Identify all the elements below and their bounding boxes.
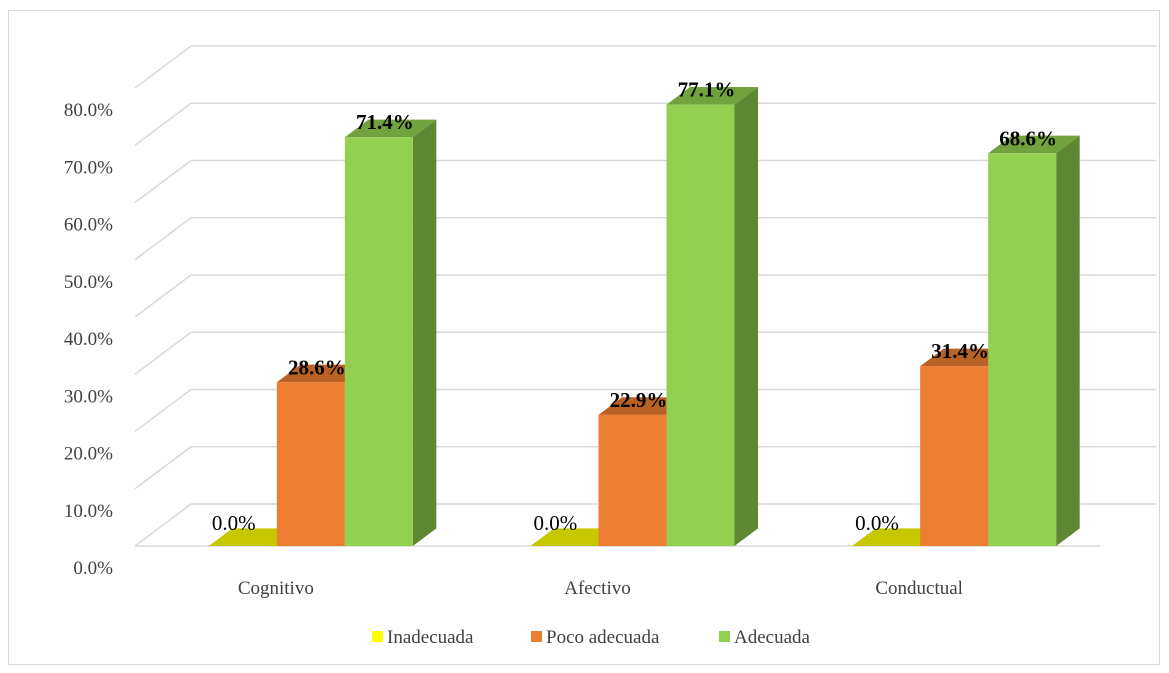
data-label: 0.0% [534, 511, 578, 535]
legend: Inadecuada Poco adecuada Adecuada [372, 627, 811, 648]
gridline-side [134, 159, 192, 204]
y-tick-label: 40.0% [64, 329, 113, 350]
x-category-label: Afectivo [564, 578, 630, 599]
legend-label: Poco adecuada [546, 627, 660, 648]
bars: 0.0% 28.6% 71.4% 0.0% 22.9% 77.1% 0.0% 31.4% 68.… [208, 78, 1080, 547]
bar-front [598, 414, 667, 546]
bar-front [276, 382, 345, 546]
bar-adecuada-conductual: 68.6% [988, 126, 1080, 546]
bar-front [988, 153, 1057, 546]
y-tick-label: 10.0% [64, 501, 113, 522]
bar-adecuada-cognitivo: 71.4% [344, 110, 437, 547]
gridline-side [134, 388, 192, 433]
data-label: 22.9% [610, 388, 668, 412]
y-tick-label: 30.0% [64, 386, 113, 407]
data-label: 71.4% [356, 110, 414, 134]
y-tick-label: 60.0% [64, 215, 113, 236]
legend-swatch [372, 631, 383, 642]
data-label: 31.4% [931, 339, 989, 363]
gridline-side [134, 217, 192, 261]
x-category-label: Conductual [875, 578, 963, 599]
data-label: 77.1% [678, 78, 736, 102]
data-label: 68.6% [999, 126, 1057, 150]
bar-side [734, 86, 759, 547]
data-label: 28.6% [288, 355, 346, 379]
gridline-side [134, 102, 192, 146]
y-axis-ticks: 0.0% 10.0% 20.0% 30.0% 40.0% 50.0% 60.0% 70.0% 8… [64, 100, 113, 579]
bar-front [344, 137, 413, 547]
gridline-side [134, 446, 192, 490]
gridline-side [134, 331, 192, 375]
legend-label: Inadecuada [387, 627, 474, 648]
chart-frame [8, 10, 1160, 665]
bar-top [666, 86, 759, 105]
y-tick-label: 70.0% [64, 157, 113, 178]
gridline-side [134, 503, 192, 547]
bar-side [1056, 135, 1080, 546]
gridline-side [134, 45, 192, 89]
bar-top [988, 135, 1080, 154]
bar-adecuada-afectivo: 77.1% [666, 78, 759, 547]
x-category-label: Cognitivo [238, 578, 314, 599]
bar-front [920, 366, 989, 546]
y-tick-label: 0.0% [73, 558, 113, 579]
data-label: 0.0% [855, 511, 899, 535]
y-tick-label: 80.0% [64, 100, 113, 121]
legend-label: Adecuada [734, 627, 811, 648]
bar-side [412, 119, 437, 546]
y-tick-label: 50.0% [64, 272, 113, 293]
legend-swatch [719, 631, 730, 642]
legend-swatch [531, 631, 542, 642]
y-tick-label: 20.0% [64, 444, 113, 465]
bar-front [666, 104, 735, 546]
gridline-side [134, 274, 192, 318]
data-label: 0.0% [212, 511, 256, 535]
bar-top [344, 119, 437, 138]
